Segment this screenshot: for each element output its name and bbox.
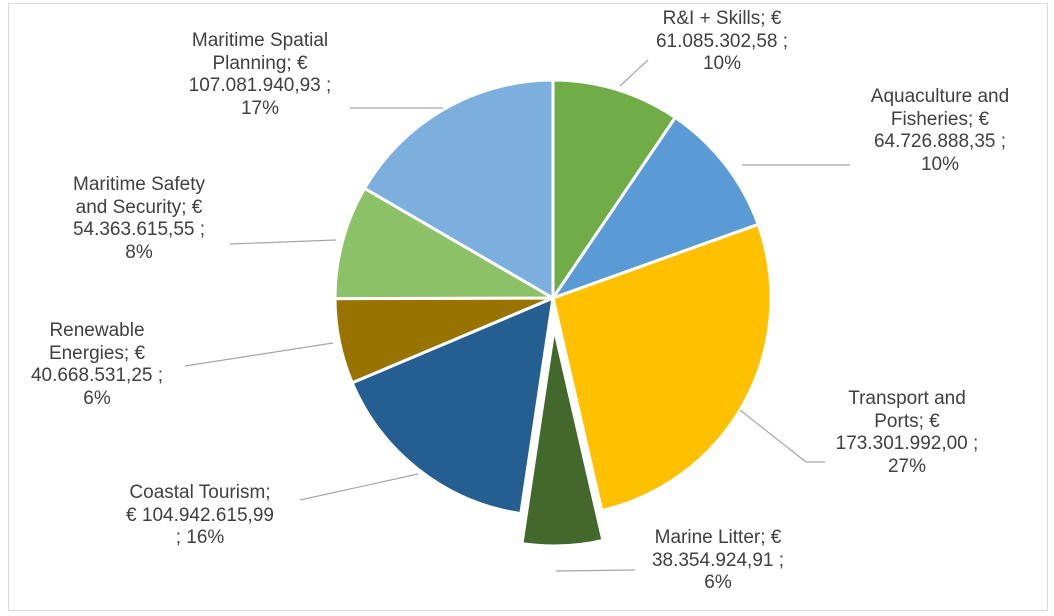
pie-slice-coastal-tourism xyxy=(350,296,555,516)
pie-slice-marine-litter xyxy=(520,326,605,548)
label-aquaculture-fisheries: Aquaculture and Fisheries; € 64.726.888,… xyxy=(870,86,1010,175)
label-renewable-energies: Renewable Energies; € 40.668.531,25 ; 6% xyxy=(30,320,164,409)
pie-slice-aquaculture-and-fisheries xyxy=(551,116,760,300)
label-coastal-tourism: Coastal Tourism; € 104.942.615,99 ; 16% xyxy=(126,482,274,548)
label-ri-skills: R&I + Skills; € 61.085.302,58 ; 10% xyxy=(655,8,789,74)
leader-line-3 xyxy=(555,569,636,572)
pie-slice-maritime-spatial-planning xyxy=(363,78,555,300)
leader-line-5 xyxy=(184,342,334,367)
pie-slice-transport-and-ports xyxy=(551,222,773,512)
label-transport-ports: Transport and Ports; € 173.301.992,00 ; … xyxy=(835,388,979,477)
pie-slice-maritime-safety-and-security xyxy=(333,186,555,301)
pie-slice-r-i-skills xyxy=(551,78,677,300)
label-maritime-safety-security: Maritime Safety and Security; € 54.363.6… xyxy=(72,174,206,263)
leader-line-4 xyxy=(299,473,419,501)
leader-line-6 xyxy=(229,239,337,245)
label-maritime-spatial-planning: Maritime Spatial Planning; € 107.081.940… xyxy=(188,30,332,119)
leader-line-2 xyxy=(739,409,825,463)
leader-line-0 xyxy=(619,59,649,87)
label-marine-litter: Marine Litter; € 38.354.924,91 ; 6% xyxy=(651,527,785,593)
